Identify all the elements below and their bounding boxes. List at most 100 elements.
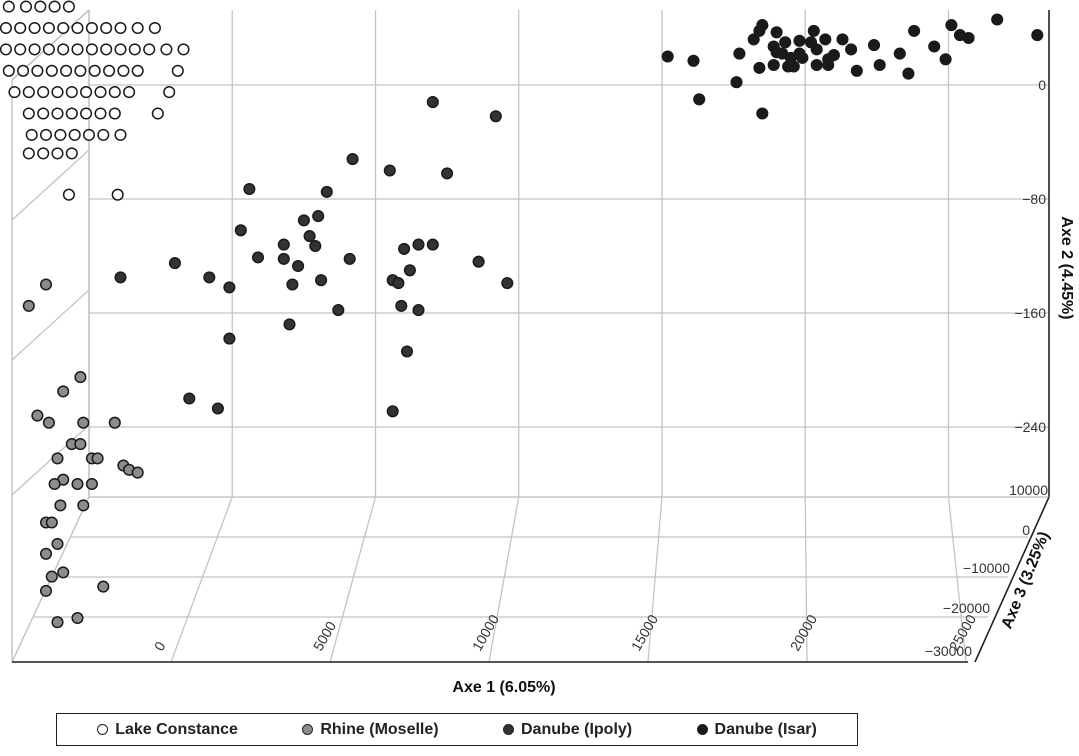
- floor-gridline: [170, 496, 233, 663]
- legend-label: Rhine (Moselle): [320, 720, 439, 738]
- z-axis-label: Axe 3 (3.25%): [999, 529, 1053, 631]
- data-point: [114, 271, 127, 284]
- data-point: [827, 49, 840, 62]
- data-point: [111, 188, 124, 201]
- legend: Lake Constance Rhine (Moselle) Danube (Ipo…: [56, 713, 858, 746]
- legend-swatch: [503, 724, 514, 735]
- data-point: [939, 53, 952, 66]
- data-point: [71, 611, 84, 625]
- data-point: [39, 128, 53, 141]
- series-1: [0, 0, 190, 201]
- data-point: [286, 278, 299, 291]
- data-point: [17, 64, 30, 77]
- data-point: [114, 128, 127, 141]
- series-4: [661, 13, 1044, 120]
- data-point: [54, 128, 67, 141]
- data-point: [747, 33, 760, 46]
- data-point: [893, 47, 906, 60]
- data-point: [85, 477, 98, 491]
- data-point: [1031, 29, 1044, 42]
- data-point: [793, 34, 806, 47]
- data-point: [80, 86, 93, 99]
- data-point: [687, 54, 700, 67]
- data-point: [14, 21, 27, 35]
- legend-item: Rhine (Moselle): [302, 720, 439, 739]
- data-point: [37, 86, 50, 99]
- data-point: [0, 21, 12, 35]
- data-point: [57, 385, 70, 398]
- data-point: [277, 238, 290, 251]
- data-point: [807, 24, 820, 37]
- data-point: [77, 416, 90, 429]
- data-point: [34, 0, 47, 13]
- data-point: [315, 274, 328, 287]
- y-tick-label: 0: [1038, 77, 1046, 93]
- data-point: [68, 128, 81, 141]
- data-point: [8, 86, 21, 99]
- data-point: [39, 547, 53, 560]
- data-point: [31, 409, 44, 422]
- data-point: [42, 21, 55, 35]
- data-point: [2, 0, 15, 13]
- data-point: [37, 147, 50, 160]
- data-point: [810, 43, 823, 56]
- x-tick-label: 0: [151, 639, 169, 654]
- data-point: [796, 51, 809, 64]
- x-tick-label: 5000: [310, 618, 340, 653]
- data-point: [810, 58, 823, 72]
- data-point: [74, 371, 87, 384]
- data-point: [211, 402, 224, 415]
- data-point: [223, 332, 236, 345]
- data-point: [14, 43, 27, 56]
- x-axis-label: Axe 1 (6.05%): [452, 679, 555, 696]
- y-tick-label: −160: [1014, 305, 1046, 321]
- data-points: [0, 0, 1044, 629]
- data-point: [148, 21, 161, 35]
- data-point: [71, 21, 84, 35]
- data-point: [845, 43, 858, 56]
- data-point: [108, 107, 121, 120]
- legend-label: Danube (Ipoly): [521, 720, 633, 738]
- legend-item: Danube (Ipoly): [503, 721, 632, 739]
- data-point: [42, 43, 55, 56]
- data-point: [57, 43, 70, 56]
- data-point: [320, 185, 333, 198]
- data-point: [51, 616, 64, 629]
- data-point: [108, 86, 121, 99]
- left-wall-gridline: [11, 149, 90, 221]
- data-point: [163, 86, 176, 99]
- data-point: [91, 452, 104, 465]
- data-point: [819, 33, 832, 46]
- data-point: [51, 147, 64, 160]
- data-point: [392, 277, 405, 290]
- legend-label: Danube (Isar): [714, 720, 817, 738]
- data-point: [312, 210, 325, 223]
- data-point: [945, 19, 958, 32]
- data-point: [867, 39, 881, 52]
- z-tick-label: −10000: [963, 560, 1010, 576]
- data-point: [37, 107, 50, 120]
- z-tick-label: 0: [1022, 522, 1030, 538]
- data-point: [251, 251, 265, 264]
- data-point: [2, 64, 15, 77]
- z-tick-label: 10000: [1009, 482, 1048, 498]
- data-point: [426, 96, 439, 109]
- data-point: [343, 252, 356, 265]
- data-point: [836, 33, 849, 46]
- data-point: [22, 86, 35, 99]
- data-point: [756, 19, 769, 32]
- floor-gridline: [647, 496, 663, 663]
- series-3: [114, 96, 514, 418]
- data-point: [412, 304, 425, 317]
- data-point: [114, 43, 127, 56]
- data-point: [873, 58, 886, 72]
- data-point: [42, 416, 55, 429]
- data-point: [489, 110, 502, 123]
- scatter-plot: 0 5000 10000 15000 20000 25000 0−80−160−240 1…: [0, 0, 1075, 696]
- left-wall-gridline: [11, 289, 90, 361]
- data-point: [403, 264, 416, 277]
- data-point: [80, 107, 93, 120]
- data-point: [100, 21, 113, 35]
- floor-gridline: [947, 496, 967, 663]
- data-point: [661, 50, 674, 63]
